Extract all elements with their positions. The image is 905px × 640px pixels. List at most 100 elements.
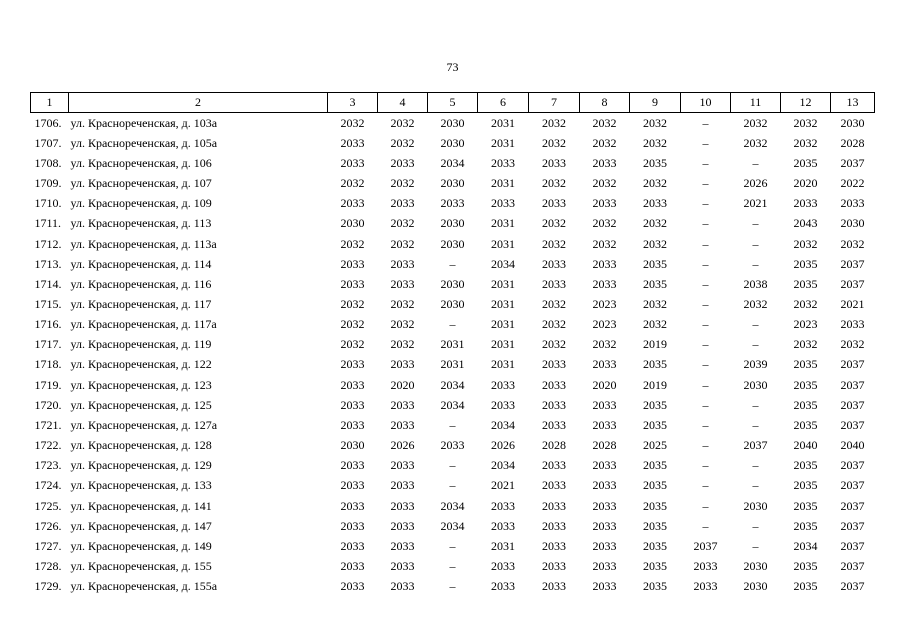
year-cell: – <box>449 256 456 271</box>
year-cell: 2031 <box>491 337 515 352</box>
address-cell: ул. Краснореченская, д. 113 <box>70 216 212 231</box>
year-cell: 2035 <box>643 478 667 493</box>
address-cell: ул. Краснореченская, д. 141 <box>70 498 212 513</box>
year-cell: 2035 <box>793 579 818 594</box>
year-cell: 2033 <box>491 559 515 574</box>
year-cell: 2031 <box>491 317 515 332</box>
year-cell: 2034 <box>491 417 515 432</box>
header-cell: 11 <box>730 92 781 113</box>
year-cell: 2020 <box>390 377 415 392</box>
year-cell: 2032 <box>542 135 566 150</box>
year-cell: 2032 <box>340 115 365 130</box>
row-number: 1709. <box>34 176 62 191</box>
year-cell: 2019 <box>643 337 667 352</box>
year-cell: 2032 <box>340 176 365 191</box>
year-cell: – <box>752 458 759 473</box>
year-cell: 2032 <box>793 236 818 251</box>
year-cell: 2037 <box>693 538 718 553</box>
year-cell: 2031 <box>491 115 515 130</box>
year-cell: – <box>752 397 759 412</box>
year-cell: – <box>752 155 759 170</box>
year-cell: 2033 <box>390 155 415 170</box>
row-number: 1727. <box>34 538 62 553</box>
year-cell: 2033 <box>592 498 617 513</box>
year-cell: 2031 <box>491 176 515 191</box>
year-cell: 2033 <box>390 276 415 291</box>
year-cell: 2033 <box>592 276 617 291</box>
year-cell: 2032 <box>840 236 865 251</box>
year-cell: 2034 <box>793 538 818 553</box>
table-row: 1712. ул. Краснореченская, д. 113а 2032 203… <box>31 234 875 254</box>
year-cell: 2037 <box>840 478 865 493</box>
year-cell: 2030 <box>840 216 865 231</box>
address-cell: ул. Краснореченская, д. 114 <box>70 256 212 271</box>
year-cell: 2033 <box>390 397 415 412</box>
year-cell: 2032 <box>592 115 617 130</box>
year-cell: 2039 <box>743 357 768 372</box>
year-cell: 2035 <box>793 559 818 574</box>
year-cell: – <box>449 458 456 473</box>
year-cell: 2043 <box>793 216 818 231</box>
year-cell: 2037 <box>840 397 865 412</box>
year-cell: 2030 <box>743 498 768 513</box>
year-cell: 2035 <box>793 357 818 372</box>
year-cell: – <box>702 296 709 311</box>
year-cell: – <box>702 377 709 392</box>
row-number: 1722. <box>34 438 62 453</box>
year-cell: 2033 <box>340 155 365 170</box>
year-cell: 2033 <box>340 538 365 553</box>
table-row: 1706. ул. Краснореченская, д. 103а 2032 203… <box>31 113 875 134</box>
year-cell: 2030 <box>440 176 465 191</box>
header-cell: 12 <box>780 92 831 113</box>
year-cell: 2033 <box>340 417 365 432</box>
year-cell: – <box>449 417 456 432</box>
row-number: 1713. <box>34 256 62 271</box>
year-cell: 2031 <box>491 236 515 251</box>
year-cell: 2032 <box>542 176 566 191</box>
year-cell: 2032 <box>390 135 415 150</box>
year-cell: 2033 <box>491 155 515 170</box>
header-cell: 1 <box>30 92 69 113</box>
table-row: 1713. ул. Краснореченская, д. 114 2033 2033… <box>31 254 875 274</box>
table-row: 1725. ул. Краснореченская, д. 141 2033 2033… <box>31 496 875 516</box>
address-cell: ул. Краснореченская, д. 117а <box>70 317 217 332</box>
year-cell: 2033 <box>491 377 515 392</box>
row-number: 1714. <box>34 276 62 291</box>
year-cell: 2032 <box>793 337 818 352</box>
year-cell: 2033 <box>542 579 566 594</box>
year-cell: 2026 <box>491 438 515 453</box>
address-cell: ул. Краснореченская, д. 106 <box>70 155 212 170</box>
year-cell: 2032 <box>793 296 818 311</box>
year-cell: 2037 <box>840 357 865 372</box>
year-cell: 2034 <box>440 377 465 392</box>
address-cell: ул. Краснореченская, д. 125 <box>70 397 212 412</box>
year-cell: 2021 <box>491 478 515 493</box>
year-cell: 2032 <box>340 337 365 352</box>
table-row: 1728. ул. Краснореченская, д. 155 2033 2033… <box>31 556 875 576</box>
year-cell: – <box>702 317 709 332</box>
year-cell: – <box>702 357 709 372</box>
year-cell: – <box>702 337 709 352</box>
year-cell: 2028 <box>592 438 617 453</box>
table-row: 1714. ул. Краснореченская, д. 116 2033 2033… <box>31 274 875 294</box>
row-number: 1710. <box>34 196 62 211</box>
row-number: 1728. <box>34 559 62 574</box>
year-cell: – <box>702 196 709 211</box>
address-cell: ул. Краснореченская, д. 133 <box>70 478 212 493</box>
year-cell: 2040 <box>840 438 865 453</box>
table-row: 1716. ул. Краснореченская, д. 117а 2032 203… <box>31 315 875 335</box>
address-cell: ул. Краснореченская, д. 119 <box>70 337 212 352</box>
address-cell: ул. Краснореченская, д. 103а <box>70 115 218 130</box>
header-cell: 9 <box>629 92 681 113</box>
year-cell: 2033 <box>340 357 365 372</box>
year-cell: 2026 <box>390 438 415 453</box>
year-cell: – <box>752 478 759 493</box>
table-row: 1722. ул. Краснореченская, д. 128 2030 2026… <box>31 436 875 456</box>
year-cell: – <box>702 397 709 412</box>
year-cell: 2032 <box>390 176 415 191</box>
year-cell: 2030 <box>440 115 465 130</box>
year-cell: 2030 <box>743 377 768 392</box>
address-cell: ул. Краснореченская, д. 123 <box>70 377 212 392</box>
year-cell: 2033 <box>440 196 465 211</box>
year-cell: 2032 <box>542 317 566 332</box>
